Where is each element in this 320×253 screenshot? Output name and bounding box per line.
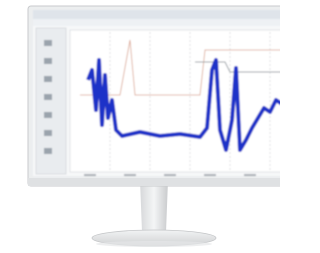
label-blur	[124, 174, 136, 176]
icon	[44, 58, 52, 64]
label-blur	[244, 174, 256, 176]
icon	[44, 76, 52, 82]
icon	[44, 130, 52, 136]
icon	[44, 94, 52, 100]
monitor-photo	[0, 0, 280, 253]
stand-neck	[140, 180, 168, 232]
menu-bar	[33, 19, 280, 26]
screen	[33, 10, 280, 176]
label-blur	[84, 174, 96, 176]
icon	[44, 40, 52, 46]
title-bar	[33, 10, 280, 19]
label-blur	[164, 174, 176, 176]
icon	[44, 112, 52, 118]
label-blur	[204, 174, 216, 176]
base-shadow	[96, 241, 212, 247]
page: (() => { const data = JSON.parse(documen…	[0, 0, 280, 253]
bezel-chin	[28, 178, 280, 186]
icon	[44, 148, 52, 154]
